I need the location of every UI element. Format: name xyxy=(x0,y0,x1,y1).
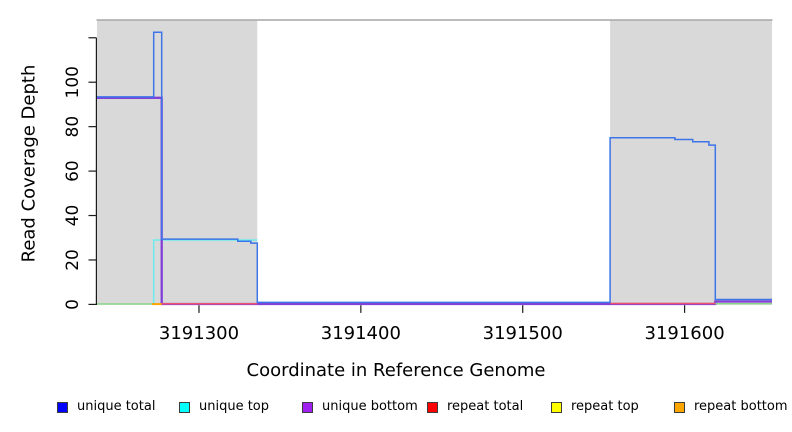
y-axis-title: Read Coverage Depth xyxy=(18,64,40,263)
shaded-repeat-region xyxy=(97,20,258,305)
x-tick-label: 3191300 xyxy=(159,323,239,344)
y-tick-label: 80 xyxy=(63,116,83,138)
y-tick-label: 100 xyxy=(63,66,83,98)
x-tick-label: 3191600 xyxy=(645,323,725,344)
shaded-repeat-region xyxy=(610,20,772,305)
x-axis-title: Coordinate in Reference Genome xyxy=(246,360,546,381)
series-unique-bottom xyxy=(97,96,772,306)
y-tick-label: 20 xyxy=(63,249,83,271)
y-tick-label: 40 xyxy=(63,205,83,227)
series-unique-top xyxy=(152,239,258,305)
x-tick-label: 3191500 xyxy=(483,323,563,344)
y-tick-label: 60 xyxy=(63,160,83,182)
x-tick-label: 3191400 xyxy=(321,323,401,344)
series-unique-total xyxy=(97,31,772,304)
y-tick-label: 0 xyxy=(63,299,83,310)
